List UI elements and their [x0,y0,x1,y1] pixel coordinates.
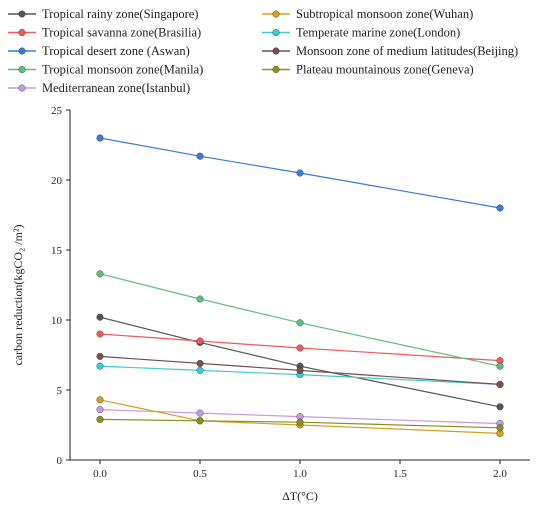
series-line [99,355,501,385]
series-layer [96,134,504,437]
data-point [196,295,204,303]
series-line [99,273,501,367]
x-axis-title: ΔT(°C) [282,489,318,503]
x-tick-label: 2.0 [493,468,507,480]
legend-label: Tropical savanna zone(Brasilia) [42,26,201,40]
legend-item: Tropical monsoon zone(Manila) [8,63,203,77]
data-point [196,366,204,374]
data-point [96,362,104,370]
series-line [99,418,501,429]
series-1 [96,313,504,411]
legend-label: Mediterranean zone(Istanbul) [42,81,190,95]
legend-swatch-marker [18,29,26,37]
series-8 [96,352,504,388]
series-line [99,365,501,385]
data-point [296,344,304,352]
series-line [99,409,501,425]
legend-label: Monsoon zone of medium latitudes(Beijing… [296,44,518,58]
data-point [196,417,204,425]
legend-swatch-marker [272,29,280,37]
data-point [96,313,104,321]
legend-swatch-marker [18,47,26,55]
legend-item: Tropical savanna zone(Brasilia) [8,26,201,40]
legend-label: Temperate marine zone(London) [296,26,460,40]
legend-swatch-marker [18,84,26,92]
data-point [96,270,104,278]
y-tick-label: 25 [51,105,63,117]
x-tick-label: 0.0 [93,468,107,480]
data-point [496,362,504,370]
data-point [196,409,204,417]
legend-label: Subtropical monsoon zone(Wuhan) [296,7,473,21]
data-point [496,204,504,212]
x-tick-label: 0.5 [193,468,207,480]
data-point [296,366,304,374]
legend-item: Mediterranean zone(Istanbul) [8,81,190,95]
legend-swatch-marker [272,47,280,55]
data-point [496,403,504,411]
legend-swatch-marker [18,65,26,73]
data-point [196,337,204,345]
data-point [296,319,304,327]
data-point [96,415,104,423]
series-line [99,316,501,408]
x-tick-label: 1.0 [293,468,307,480]
data-point [96,134,104,142]
x-tick-label: 1.5 [393,468,407,480]
y-tick-label: 0 [57,455,63,467]
legend-label: Plateau mountainous zone(Geneva) [296,63,474,77]
legend-swatch-marker [272,10,280,18]
series-2 [96,330,504,365]
legend-item: Tropical rainy zone(Singapore) [8,7,198,21]
y-tick-label: 5 [57,385,63,397]
legend-label: Tropical desert zone (Aswan) [42,44,190,58]
legend-label: Tropical monsoon zone(Manila) [42,63,203,77]
y-axis-title: carbon reduction(kgCO₂ /m²) [11,224,25,365]
series-3 [96,134,504,212]
series-line [99,333,501,362]
legend-label: Tropical rainy zone(Singapore) [42,7,198,21]
series-line [99,399,501,434]
y-tick-label: 20 [51,175,63,187]
axes: 0 5 10 15 20 25 0.0 0.5 1.0 1.5 2.0 [51,105,530,480]
legend-item: Plateau mountainous zone(Geneva) [262,63,474,77]
data-point [96,396,104,404]
y-tick-label: 15 [51,245,63,257]
legend-item: Monsoon zone of medium latitudes(Beijing… [262,44,518,58]
data-point [296,418,304,426]
data-point [196,152,204,160]
legend-swatch-marker [272,65,280,73]
legend-swatch-marker [18,10,26,18]
legend-item: Tropical desert zone (Aswan) [8,44,190,58]
series-9 [96,415,504,432]
data-point [496,380,504,388]
series-line [99,137,501,209]
data-point [96,406,104,414]
series-4 [96,270,504,370]
data-point [296,169,304,177]
data-point [496,424,504,432]
legend: Tropical rainy zone(Singapore) Tropical s… [8,7,518,95]
data-point [196,359,204,367]
data-point [96,330,104,338]
data-point [96,352,104,360]
y-tick-label: 10 [51,315,63,327]
legend-item: Subtropical monsoon zone(Wuhan) [262,7,473,21]
legend-item: Temperate marine zone(London) [262,26,460,40]
